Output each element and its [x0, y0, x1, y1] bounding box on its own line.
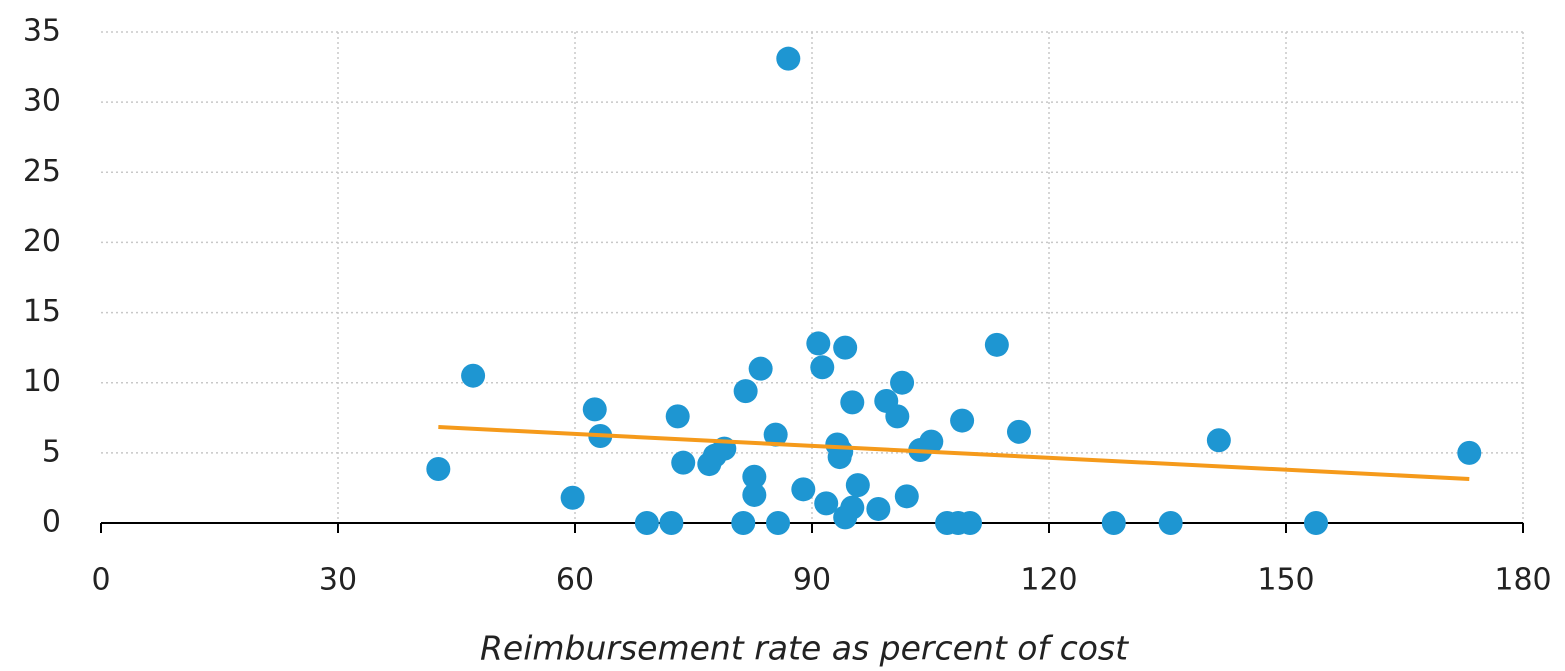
- point: [1457, 440, 1482, 465]
- point: [1006, 419, 1031, 444]
- point: [731, 511, 756, 535]
- y-tick-label: 35: [23, 14, 61, 49]
- y-tick-label: 5: [42, 434, 61, 469]
- x-tick-label: 0: [91, 563, 110, 598]
- point: [426, 456, 451, 481]
- point: [560, 485, 585, 510]
- point: [742, 482, 767, 507]
- point: [1101, 511, 1126, 535]
- point: [810, 355, 835, 380]
- point: [950, 408, 975, 433]
- point: [829, 439, 854, 464]
- point: [763, 422, 788, 447]
- point: [1304, 511, 1329, 535]
- point: [866, 496, 891, 521]
- point: [733, 379, 758, 404]
- point: [840, 495, 865, 520]
- point: [1158, 511, 1183, 535]
- x-axis-label: Reimbursement rate as percent of cost: [480, 629, 1129, 668]
- point: [582, 397, 607, 422]
- x-tick-label: 30: [319, 563, 357, 598]
- point: [748, 356, 773, 381]
- point: [766, 511, 791, 535]
- point: [814, 491, 839, 516]
- x-tick-label: 90: [793, 563, 831, 598]
- x-tick-label: 60: [556, 563, 594, 598]
- point: [885, 404, 910, 429]
- point: [671, 450, 696, 475]
- point: [845, 473, 870, 498]
- point: [840, 390, 865, 415]
- x-tick-label: 180: [1494, 563, 1551, 598]
- y-tick-label: 10: [23, 364, 61, 399]
- point: [742, 464, 767, 489]
- point: [919, 429, 944, 454]
- y-tick-label: 0: [42, 505, 61, 540]
- point: [958, 511, 982, 535]
- point: [791, 477, 816, 502]
- point: [634, 511, 659, 535]
- point: [890, 370, 915, 395]
- x-tick-label: 150: [1257, 563, 1314, 598]
- x-tick-label: 120: [1020, 563, 1077, 598]
- point: [894, 484, 919, 509]
- point: [833, 335, 858, 360]
- point: [665, 404, 690, 429]
- y-tick-label: 20: [23, 224, 61, 259]
- point: [461, 363, 486, 388]
- point: [1206, 428, 1231, 453]
- y-tick-label: 15: [23, 294, 61, 329]
- point: [659, 511, 684, 535]
- y-tick-label: 25: [23, 154, 61, 189]
- y-tick-label: 30: [23, 84, 61, 119]
- point: [806, 331, 831, 356]
- point: [776, 46, 801, 71]
- trend-line: [438, 425, 1470, 481]
- point: [984, 332, 1009, 357]
